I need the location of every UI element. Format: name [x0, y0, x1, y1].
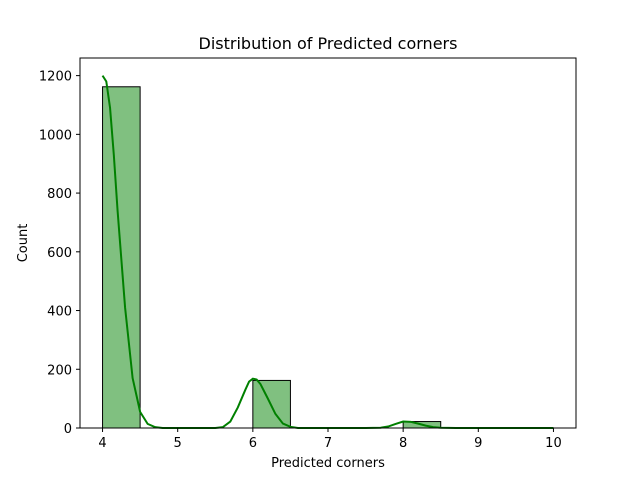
y-tick-label-800: 800 [47, 187, 72, 202]
bars-group [102, 86, 442, 429]
y-tick-label-0: 0 [64, 422, 72, 437]
kde-curve [101, 75, 554, 429]
y-tick-label-400: 400 [47, 305, 72, 320]
y-axis-label: Count [16, 224, 31, 263]
x-tick-label-9: 9 [474, 436, 482, 451]
y-axis-ticks: 0 200 400 600 800 1000 1200 [39, 70, 80, 437]
y-tick-label-200: 200 [47, 363, 72, 378]
x-axis-label: Predicted corners [271, 456, 385, 471]
x-tick-label-4: 4 [98, 436, 106, 451]
x-tick-label-8: 8 [399, 436, 407, 451]
y-tick-label-1000: 1000 [39, 128, 72, 143]
x-tick-label-10: 10 [545, 436, 562, 451]
x-tick-label-5: 5 [174, 436, 182, 451]
y-tick-label-600: 600 [47, 246, 72, 261]
x-tick-label-6: 6 [249, 436, 257, 451]
y-tick-label-1200: 1200 [39, 70, 72, 85]
x-tick-label-7: 7 [324, 436, 332, 451]
chart-title: Distribution of Predicted corners [199, 34, 458, 53]
x-axis-ticks: 4 5 6 7 8 9 10 [98, 428, 562, 451]
